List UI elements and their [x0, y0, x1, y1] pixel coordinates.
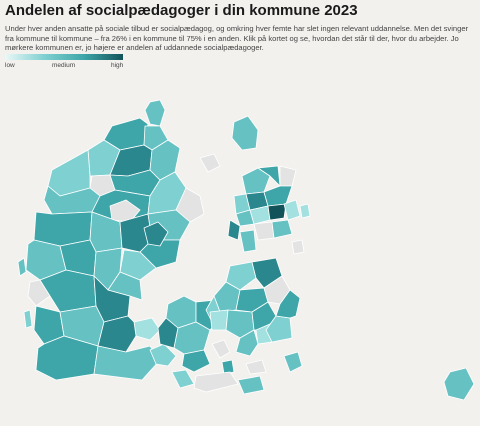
municipality-region[interactable] — [279, 165, 297, 187]
municipality-region[interactable] — [109, 199, 141, 223]
municipality-region[interactable] — [245, 359, 267, 375]
municipality-region[interactable] — [143, 221, 169, 247]
page-title: Andelen af socialpædagoger i din kommune… — [5, 2, 358, 19]
municipality-region[interactable] — [181, 349, 211, 373]
municipality-region[interactable] — [199, 153, 221, 173]
municipality-region[interactable] — [209, 309, 229, 331]
legend-medium-label: medium — [52, 62, 76, 69]
municipality-region[interactable] — [283, 199, 301, 221]
municipality-region[interactable] — [17, 257, 27, 277]
municipality-region[interactable] — [267, 203, 287, 221]
municipality-region[interactable] — [253, 221, 275, 241]
municipality-region[interactable] — [133, 317, 161, 341]
legend-high-label: high — [111, 62, 124, 69]
municipality-region[interactable] — [23, 309, 33, 329]
municipality-region[interactable] — [221, 359, 235, 375]
municipality-region[interactable] — [443, 367, 475, 401]
municipality-region[interactable] — [241, 167, 271, 195]
municipality-region[interactable] — [263, 185, 293, 207]
municipality-region[interactable] — [149, 343, 177, 367]
municipality-region[interactable] — [231, 115, 259, 151]
municipality-region[interactable] — [193, 371, 239, 393]
legend-gradient-bar — [5, 54, 123, 60]
municipality-region[interactable] — [144, 99, 166, 127]
legend-low-label: low — [5, 62, 15, 69]
municipality-region[interactable] — [211, 339, 231, 359]
municipality-region[interactable] — [225, 261, 257, 291]
municipality-region[interactable] — [139, 239, 181, 269]
municipality-region[interactable] — [271, 219, 293, 239]
municipality-region[interactable] — [157, 317, 179, 349]
municipality-region[interactable] — [291, 239, 305, 255]
municipality-region[interactable] — [299, 203, 311, 219]
municipality-region[interactable] — [227, 219, 241, 241]
description: Under hver anden ansatte på sociale tilb… — [5, 24, 469, 53]
municipality-region[interactable] — [275, 289, 301, 319]
municipality-region[interactable] — [33, 211, 93, 247]
municipality-region[interactable] — [239, 229, 257, 253]
municipality-region[interactable] — [235, 329, 259, 357]
municipality-region[interactable] — [47, 149, 91, 197]
denmark-municipality-map[interactable] — [0, 80, 480, 426]
municipality-region[interactable] — [27, 279, 51, 307]
municipality-region[interactable] — [283, 351, 303, 373]
color-legend: low medium high — [5, 54, 125, 74]
municipality-region[interactable] — [237, 375, 265, 395]
municipality-region[interactable] — [171, 369, 195, 389]
municipality-region[interactable] — [107, 271, 143, 301]
municipality-region[interactable] — [265, 315, 293, 343]
